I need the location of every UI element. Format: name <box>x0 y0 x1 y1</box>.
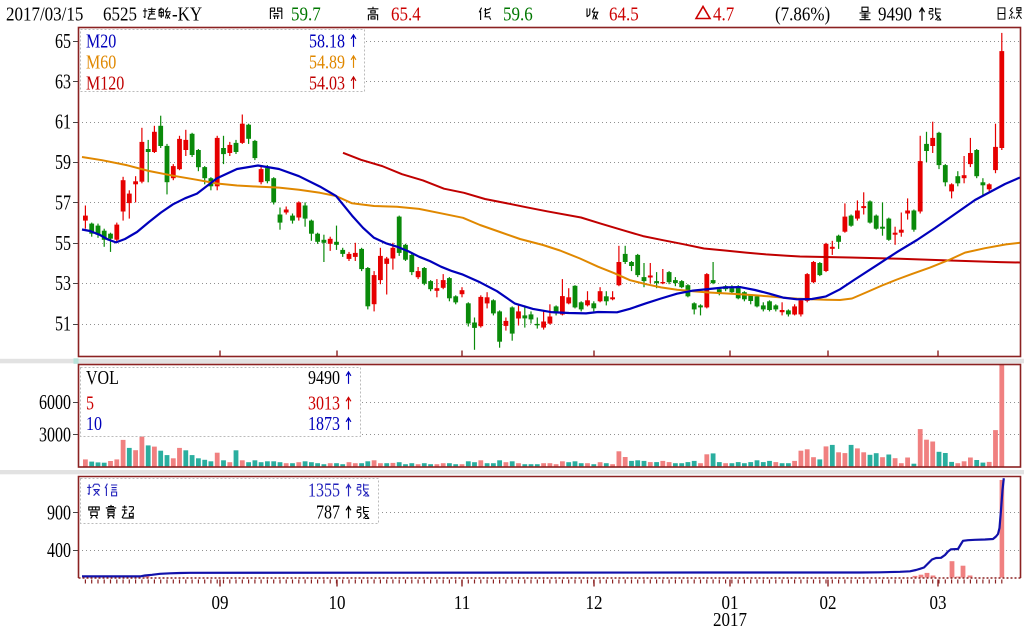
svg-text:787: 787 <box>316 501 340 523</box>
svg-text:6000: 6000 <box>39 391 71 415</box>
svg-text:1873: 1873 <box>308 412 340 434</box>
svg-text:65: 65 <box>55 30 71 54</box>
svg-text:M60: M60 <box>86 51 116 73</box>
svg-text:1355: 1355 <box>308 479 340 501</box>
svg-text:65.4: 65.4 <box>391 3 421 24</box>
svg-text:-KY: -KY <box>172 3 202 24</box>
svg-text:54.89: 54.89 <box>309 51 345 73</box>
svg-text:5: 5 <box>86 392 94 414</box>
svg-text:9490: 9490 <box>308 366 340 388</box>
svg-text:01: 01 <box>722 592 739 615</box>
svg-text:2017: 2017 <box>713 609 747 630</box>
svg-text:M20: M20 <box>86 30 116 52</box>
svg-text:58.18: 58.18 <box>309 30 345 52</box>
svg-text:59.7: 59.7 <box>291 3 321 24</box>
svg-text:55: 55 <box>55 232 71 256</box>
svg-text:2017/03/15: 2017/03/15 <box>6 3 83 24</box>
svg-text:400: 400 <box>47 539 71 563</box>
svg-text:(7.86%): (7.86%) <box>775 3 830 25</box>
svg-text:02: 02 <box>820 592 837 615</box>
svg-text:10: 10 <box>329 592 346 615</box>
svg-text:900: 900 <box>47 501 71 525</box>
svg-text:3013: 3013 <box>308 392 340 414</box>
svg-text:4.7: 4.7 <box>713 3 734 24</box>
svg-text:59: 59 <box>55 151 71 175</box>
svg-text:54.03: 54.03 <box>309 72 345 94</box>
svg-text:09: 09 <box>212 592 229 615</box>
svg-text:VOL: VOL <box>86 366 119 388</box>
svg-text:M120: M120 <box>86 72 124 94</box>
svg-text:51: 51 <box>55 312 71 336</box>
svg-text:3000: 3000 <box>39 423 71 447</box>
svg-text:53: 53 <box>55 272 71 296</box>
svg-text:03: 03 <box>930 592 947 615</box>
svg-text:63: 63 <box>55 70 71 94</box>
svg-text:11: 11 <box>454 592 470 615</box>
svg-text:12: 12 <box>586 592 603 615</box>
svg-text:6525: 6525 <box>103 3 137 24</box>
svg-text:59.6: 59.6 <box>503 3 533 24</box>
svg-text:9490: 9490 <box>878 3 912 24</box>
svg-text:57: 57 <box>55 191 71 215</box>
svg-text:64.5: 64.5 <box>609 3 639 24</box>
svg-text:61: 61 <box>55 111 71 135</box>
svg-text:10: 10 <box>86 412 102 434</box>
